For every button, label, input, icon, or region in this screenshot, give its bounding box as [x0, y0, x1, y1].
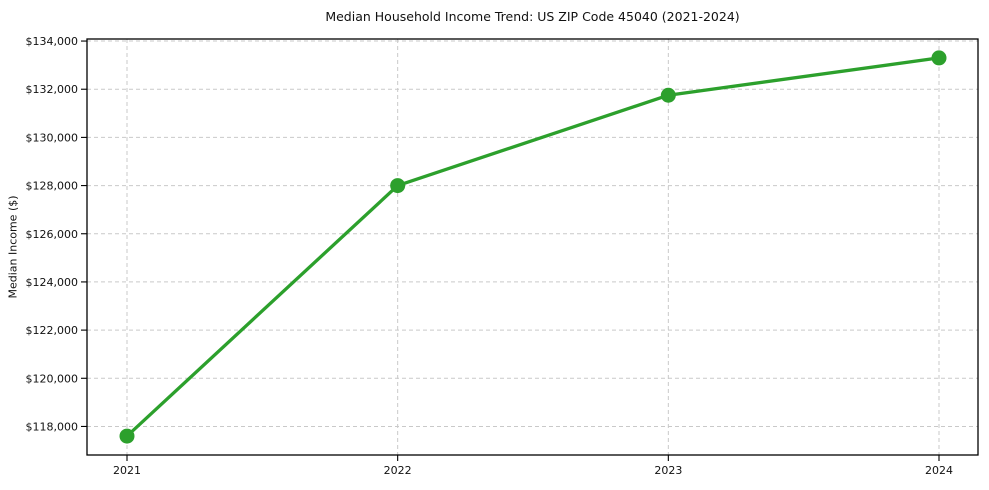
data-point-marker	[119, 428, 135, 444]
income-trend-line	[125, 56, 941, 438]
y-tick-label: $132,000	[26, 83, 79, 96]
x-tick-label: 2021	[113, 464, 141, 477]
y-tick-label: $134,000	[26, 35, 79, 48]
plot-frame	[86, 38, 979, 456]
y-tick-label: $120,000	[26, 372, 79, 385]
data-point-marker	[390, 178, 406, 194]
y-tick-label: $128,000	[26, 180, 79, 193]
y-tick-label: $118,000	[26, 420, 79, 433]
x-tick-label: 2024	[925, 464, 953, 477]
chart-title: Median Household Income Trend: US ZIP Co…	[325, 9, 740, 24]
data-point-marker	[660, 87, 676, 103]
y-tick-label: $122,000	[26, 324, 79, 337]
y-tick-label: $126,000	[26, 228, 79, 241]
x-tick-label: 2022	[384, 464, 412, 477]
y-tick-label: $124,000	[26, 276, 79, 289]
y-tick-label: $130,000	[26, 131, 79, 144]
x-tick-label: 2023	[654, 464, 682, 477]
data-point-marker	[931, 50, 947, 66]
